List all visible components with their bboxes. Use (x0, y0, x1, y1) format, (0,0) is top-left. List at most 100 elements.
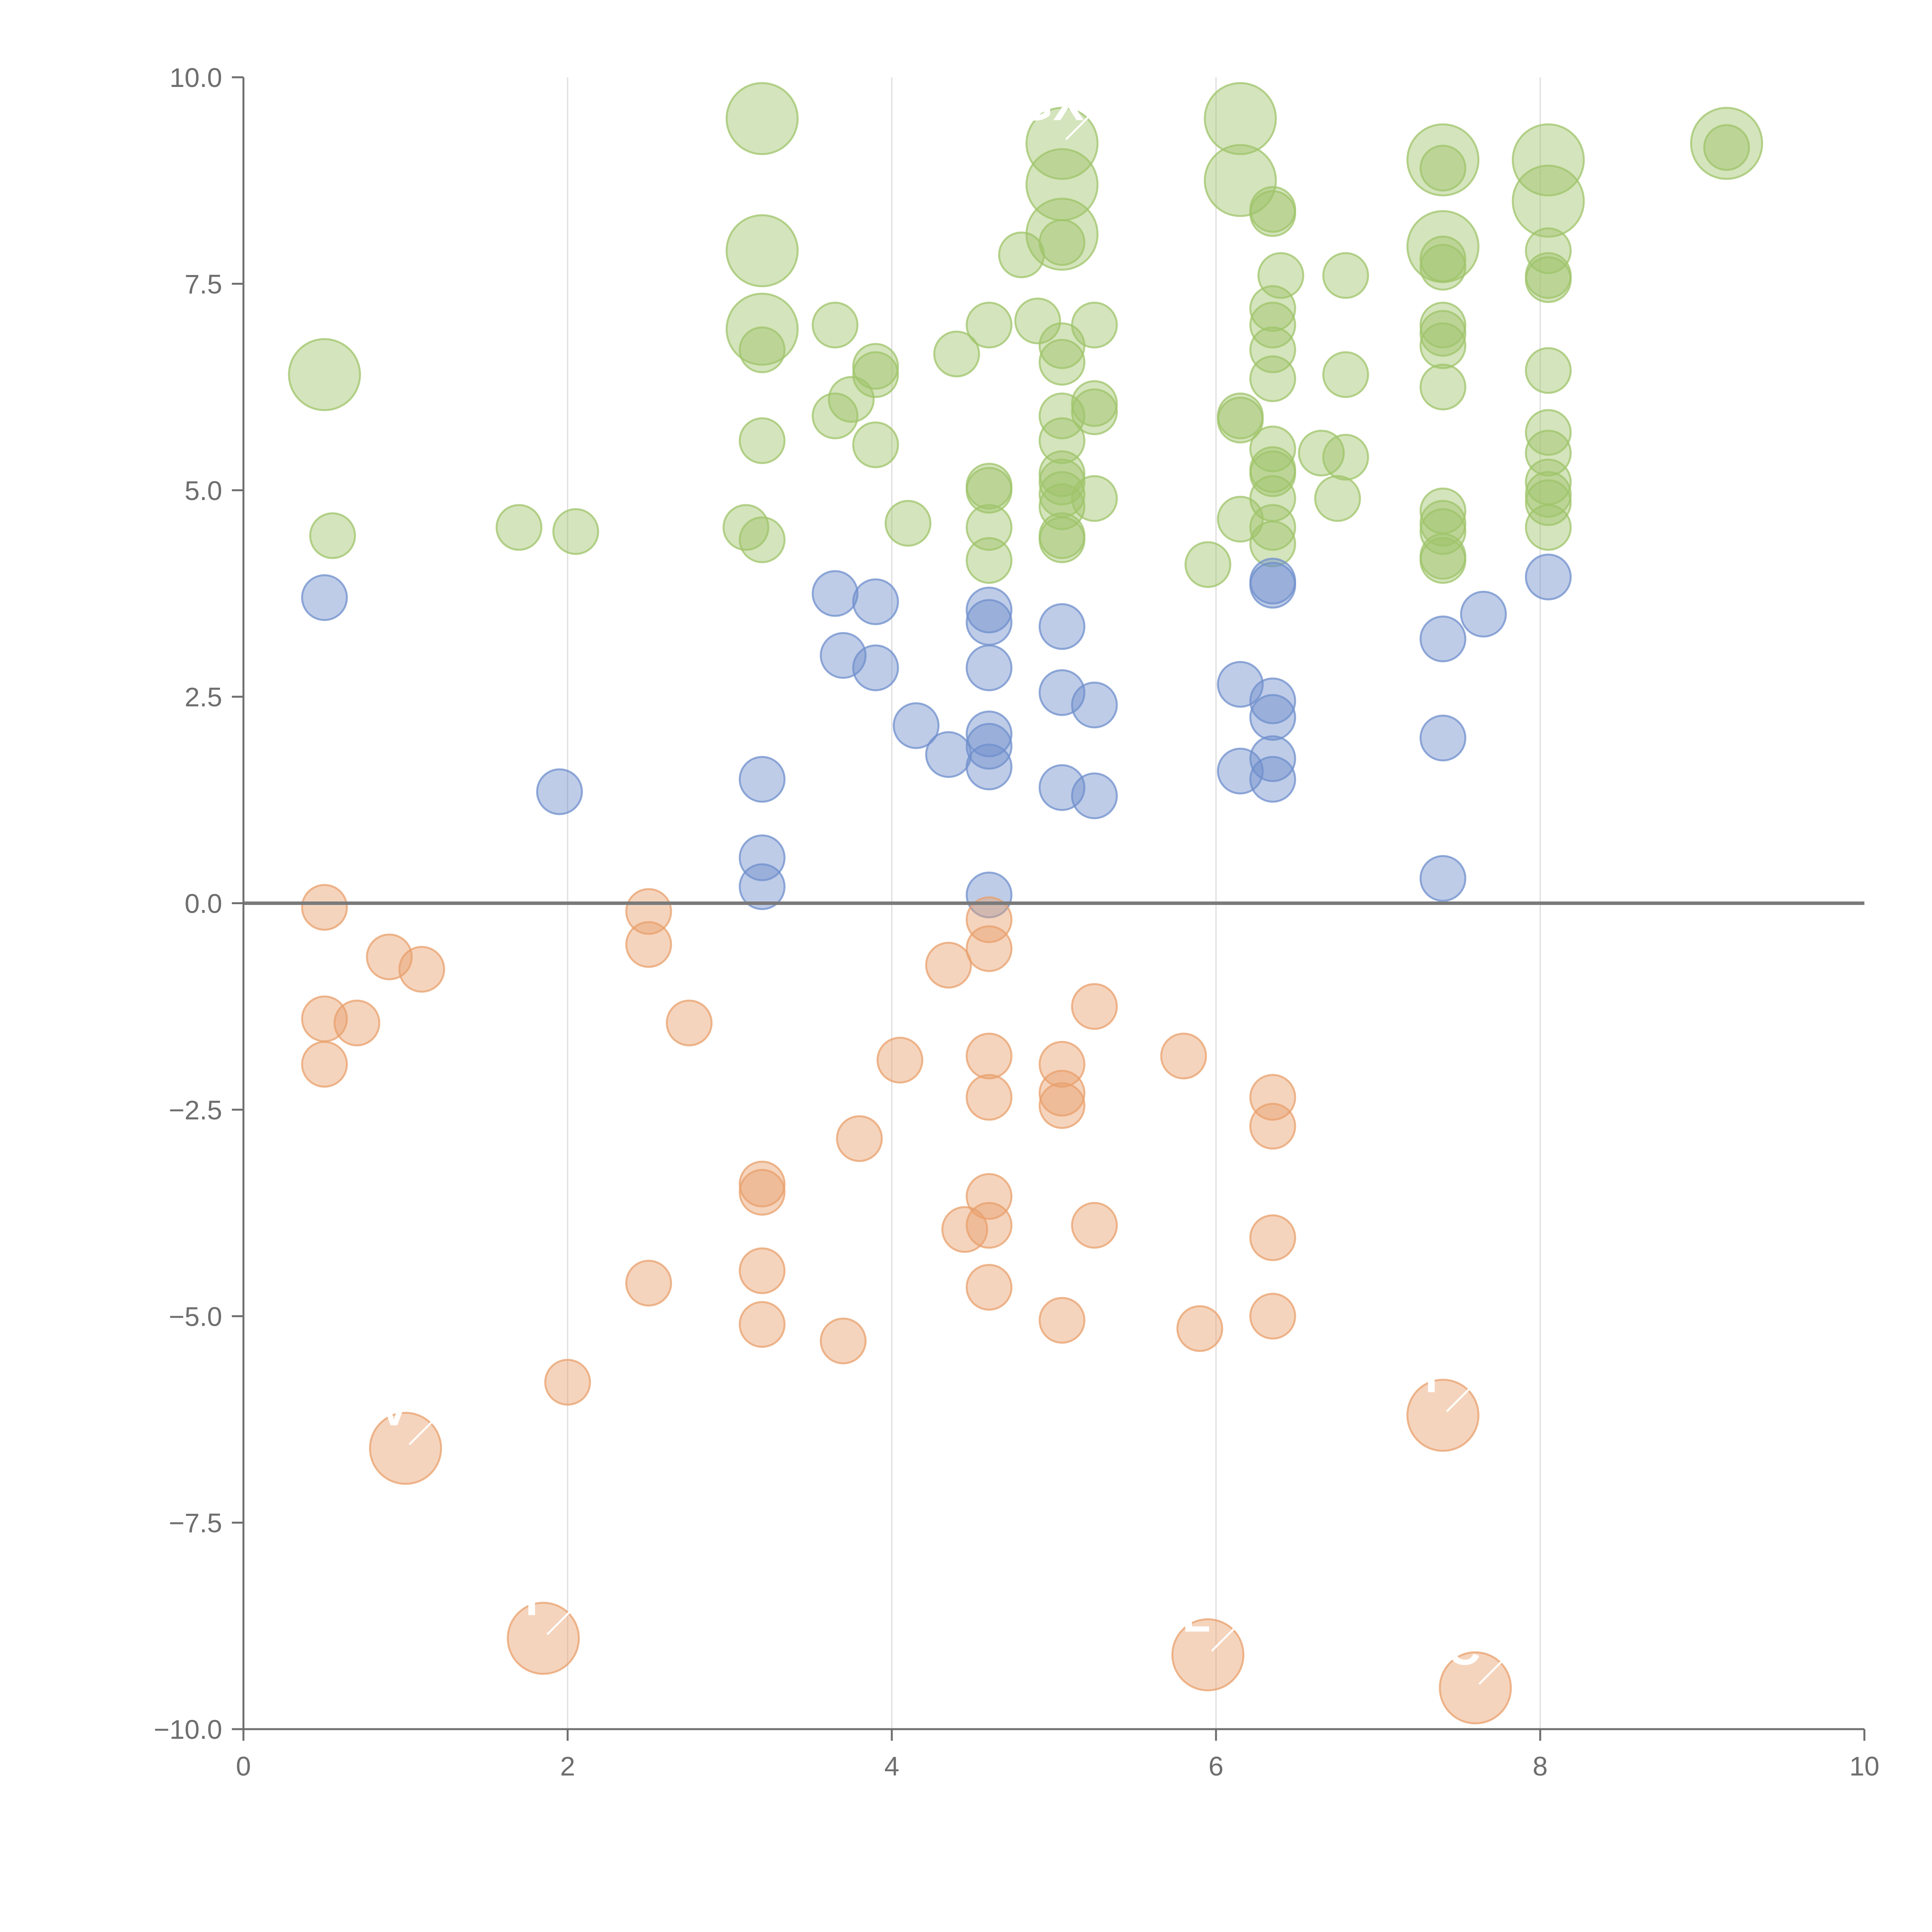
bubble-point-high (1038, 450, 1085, 497)
bubble-point-high (1257, 252, 1304, 299)
bubble-point-low (966, 1264, 1013, 1311)
bubble-point-low (941, 1206, 988, 1253)
bubble-point-high (738, 516, 786, 563)
bubble-point-mid (852, 578, 899, 625)
bubble-point-high (1419, 487, 1466, 534)
bubble-point-high (738, 326, 786, 373)
bubble-point-high (1419, 364, 1466, 411)
bubble-point-high (966, 301, 1013, 349)
bubble-point-high (1071, 380, 1118, 427)
bubble-point-high (852, 421, 899, 468)
bubble-point-high (725, 82, 799, 155)
bubble-point-high (1525, 409, 1572, 456)
bubble-point-low (876, 1037, 923, 1084)
bubble-point-mid (966, 710, 1013, 757)
bubble-point-mid (811, 570, 859, 617)
bubble-point-mid (738, 834, 786, 881)
annotation-label: T (1417, 1350, 1446, 1402)
bubble-point-high (1314, 475, 1361, 522)
bubble-point-high (738, 417, 786, 464)
bubble-point-high (1419, 322, 1466, 369)
annotation-label: C (1447, 1623, 1481, 1675)
bubble-point-mid (301, 574, 348, 621)
bubble-point-high (1512, 123, 1585, 197)
y-tick-label: 7.5 (185, 269, 222, 299)
bubble-point-mid (1460, 590, 1507, 638)
bubble-point-mid (852, 644, 899, 691)
bubble-point-low (544, 1359, 591, 1406)
bubble-point-low (1038, 1297, 1085, 1344)
bubble-point-low (1038, 1070, 1085, 1117)
bubble-point-mid (1071, 682, 1118, 728)
bubble-point-low (625, 921, 672, 968)
bubble-point-low (1038, 1082, 1085, 1129)
bubble-point-high (1703, 124, 1750, 171)
bubble-point-low (1176, 1305, 1223, 1352)
annotation-leader (1478, 1660, 1503, 1685)
bubble-point-high (1525, 227, 1572, 274)
annotation-label: V (378, 1383, 409, 1435)
x-tick-label: 2 (560, 1751, 575, 1781)
bubble-point-low (836, 1115, 883, 1162)
bubble-point-mid (1249, 756, 1296, 803)
bubble-point-mid (1249, 694, 1296, 741)
bubble-point-mid (820, 632, 867, 679)
annotation-leader (1446, 1387, 1471, 1412)
bubble-point-mid (1419, 855, 1466, 902)
bubble-point-high (1249, 446, 1296, 493)
bubble-point-low (666, 999, 713, 1046)
bubble-point-low (625, 1260, 672, 1307)
bubble-point-high (1038, 417, 1085, 464)
bubble-point-mid (738, 863, 786, 910)
bubble-point-low (1071, 1202, 1118, 1249)
bubble-point-low (966, 1173, 1013, 1220)
y-tick-label: −7.5 (169, 1508, 222, 1538)
bubble-point-high (1217, 392, 1264, 439)
bubble-point-mid (1038, 603, 1085, 650)
bubble-point-high (725, 214, 799, 287)
bubble-point-low (366, 933, 413, 980)
bubble-point-high (722, 504, 769, 551)
bubble-point-mid (1525, 553, 1572, 600)
bubble-point-mid (1249, 735, 1296, 782)
x-tick-label: 0 (236, 1751, 251, 1781)
x-tick-label: 4 (884, 1751, 900, 1781)
bubble-point-low (1249, 1214, 1296, 1261)
bubble-point-high (1071, 475, 1118, 522)
bubble-point-high (1419, 500, 1466, 547)
bubble-point-high (1525, 347, 1572, 394)
bubble-point-high (1249, 326, 1296, 373)
bubble-point-mid (966, 587, 1013, 634)
bubble-point-high (852, 351, 899, 398)
annotation-label: T (517, 1573, 546, 1625)
bubble-point-low (398, 946, 445, 993)
bubble-point-high (1071, 301, 1118, 349)
bubble-point-low (301, 884, 348, 931)
annotation-label: GX (1017, 78, 1084, 130)
annotation-leader (546, 1611, 571, 1635)
bubble-point-high (966, 463, 1013, 510)
bubble-point-high (1322, 434, 1369, 481)
bubble-point-low (966, 1202, 1013, 1249)
bubble-point-low (1249, 1103, 1296, 1150)
bubble-point-high (1249, 475, 1296, 522)
bubble-layer (288, 82, 1763, 1725)
bubble-point-low (966, 896, 1013, 943)
bubble-point-mid (966, 599, 1013, 646)
bubble-point-low (925, 942, 972, 989)
annotation-layer: GX V T L C T (378, 78, 1503, 1685)
bubble-point-low (966, 1032, 1013, 1080)
bubble-point-high (1249, 425, 1296, 473)
bubble-point-mid (1038, 669, 1085, 716)
bubble-point-mid (1419, 714, 1466, 762)
bubble-point-high (1525, 471, 1572, 518)
bubble-point-low (738, 1247, 786, 1294)
bubble-point-high (1406, 123, 1480, 197)
bubble-point-mid (893, 702, 940, 749)
bubble-point-low (1071, 983, 1118, 1030)
bubble-point-high (288, 338, 361, 411)
bubble-point-high (495, 504, 543, 551)
bubble-point-low (301, 1041, 348, 1088)
bubble-point-low (1249, 1074, 1296, 1121)
